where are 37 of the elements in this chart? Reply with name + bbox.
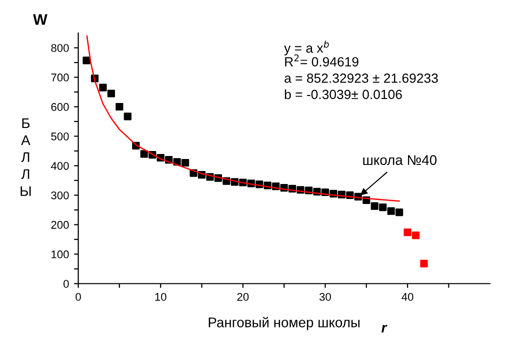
y-tick-label: 0 bbox=[64, 280, 69, 288]
point bbox=[379, 203, 387, 212]
text: r bbox=[382, 324, 388, 332]
point bbox=[107, 90, 115, 98]
x-tick-label: 0 bbox=[76, 292, 81, 301]
x-tick-label: 10 bbox=[155, 292, 166, 301]
annotation: b = -0.3039± 0.0106 bbox=[284, 89, 402, 100]
point bbox=[116, 102, 124, 111]
annotation: R$^{2}$= 0.94619 bbox=[285, 54, 358, 66]
point bbox=[404, 228, 412, 236]
y-tick-label: 500 bbox=[51, 132, 69, 140]
point bbox=[140, 150, 148, 158]
annotation: y = a x$^{b}$ bbox=[284, 40, 329, 56]
annotation: школа №40 bbox=[363, 155, 437, 165]
point bbox=[387, 207, 395, 215]
y-tick-label: 800 bbox=[51, 44, 69, 52]
annotation: a = 852.32923 ± 21.69233 bbox=[284, 74, 438, 83]
x-tick-label: 40 bbox=[402, 292, 414, 301]
chart-title: W bbox=[33, 14, 48, 25]
point bbox=[124, 112, 132, 120]
y-axis-title: БАЛЛЫ bbox=[20, 118, 31, 196]
point bbox=[82, 56, 90, 64]
point bbox=[181, 158, 190, 167]
y-tick-label: 700 bbox=[51, 74, 69, 82]
point bbox=[420, 260, 428, 268]
x-tick-label: 30 bbox=[319, 292, 331, 301]
y-tick-label: 200 bbox=[51, 220, 69, 229]
point bbox=[370, 202, 378, 210]
x-tick-label: 20 bbox=[237, 292, 249, 301]
point bbox=[412, 231, 420, 240]
point bbox=[99, 84, 107, 92]
y-tick-label: 600 bbox=[51, 103, 69, 111]
x-axis-title: Ранговый номер школы bbox=[208, 316, 360, 330]
y-tick-label: 300 bbox=[51, 191, 69, 200]
point bbox=[396, 208, 404, 216]
y-tick-label: 100 bbox=[52, 250, 69, 258]
y-tick-label: 400 bbox=[50, 162, 69, 170]
